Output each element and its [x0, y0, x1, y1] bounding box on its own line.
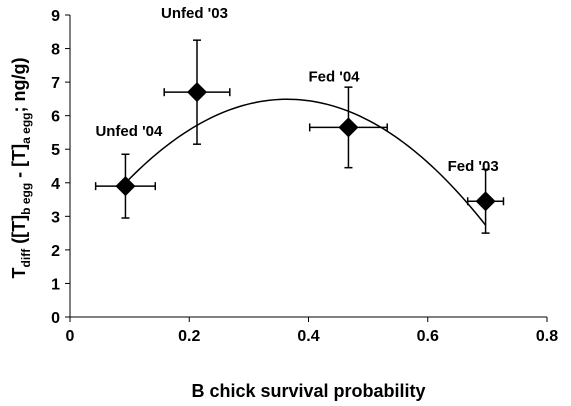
y-tick-label: 3	[51, 209, 60, 226]
point-labels: Unfed '04 Unfed '03 Fed '04 Fed '03	[95, 5, 498, 175]
x-tick-label: 0.4	[297, 328, 319, 345]
x-tick-label: 0.6	[417, 328, 439, 345]
x-tick-label: 0.8	[536, 328, 558, 345]
y-tick-label: 4	[51, 176, 60, 193]
y-tick-label: 2	[51, 243, 60, 260]
data-point-marker	[115, 176, 136, 197]
y-tick-label: 5	[51, 142, 60, 159]
y-axis-title-segment: ; ng/g)	[9, 58, 29, 113]
y-axis-title-segment: ([T]	[9, 215, 29, 249]
data-point-marker	[187, 82, 208, 103]
data-point-label: Unfed '04	[95, 123, 163, 140]
data-point-marker	[338, 117, 359, 138]
trendline-curve	[124, 98, 487, 226]
y-axis-title-subscript: a egg	[19, 113, 33, 144]
x-axis-ticks: 0 0.2 0.4 0.6 0.8	[66, 317, 558, 345]
data-point-label: Fed '03	[448, 158, 499, 175]
data-points	[115, 82, 496, 212]
x-tick-label: 0	[66, 328, 75, 345]
y-axis-title-subscript: b egg	[19, 183, 33, 215]
y-tick-label: 0	[51, 310, 60, 327]
y-axis-title-subscript: diff	[19, 248, 33, 268]
y-tick-label: 6	[51, 109, 60, 126]
y-tick-label: 8	[51, 42, 60, 59]
y-axis-title: Tdiff ([T]b egg - [T]a egg; ng/g)	[9, 58, 33, 279]
y-tick-label: 1	[51, 276, 60, 293]
x-tick-label: 0.2	[178, 328, 200, 345]
data-point-label: Unfed '03	[161, 5, 228, 22]
x-axis-title: B chick survival probability	[191, 381, 425, 401]
y-tick-label: 9	[51, 8, 60, 25]
y-axis-title-segment: T	[9, 267, 29, 278]
y-tick-label: 7	[51, 75, 60, 92]
y-axis-title-segment: - [T]	[9, 144, 29, 183]
data-point-label: Fed '04	[308, 68, 360, 85]
y-axis-ticks: 0 1 2 3 4 5 6 7 8 9	[51, 8, 70, 327]
data-point-marker	[475, 191, 496, 212]
